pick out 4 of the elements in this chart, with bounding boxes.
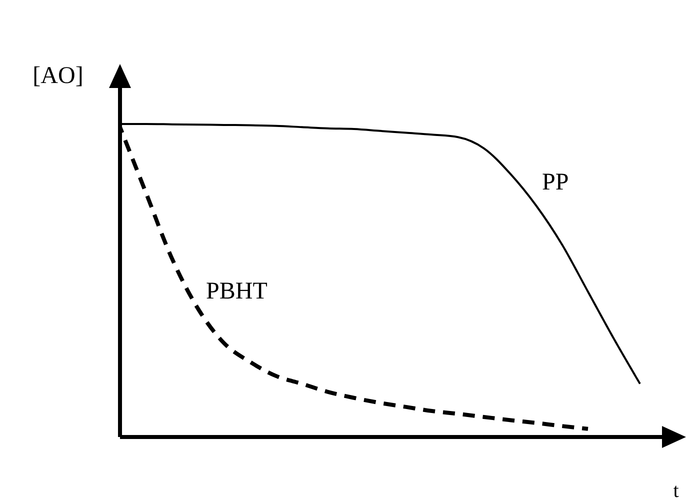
y-axis-title: [AO] bbox=[32, 63, 84, 89]
x-axis-title: t bbox=[673, 480, 680, 502]
series-label: PBHT bbox=[206, 278, 268, 305]
series-label: PP bbox=[542, 170, 569, 196]
